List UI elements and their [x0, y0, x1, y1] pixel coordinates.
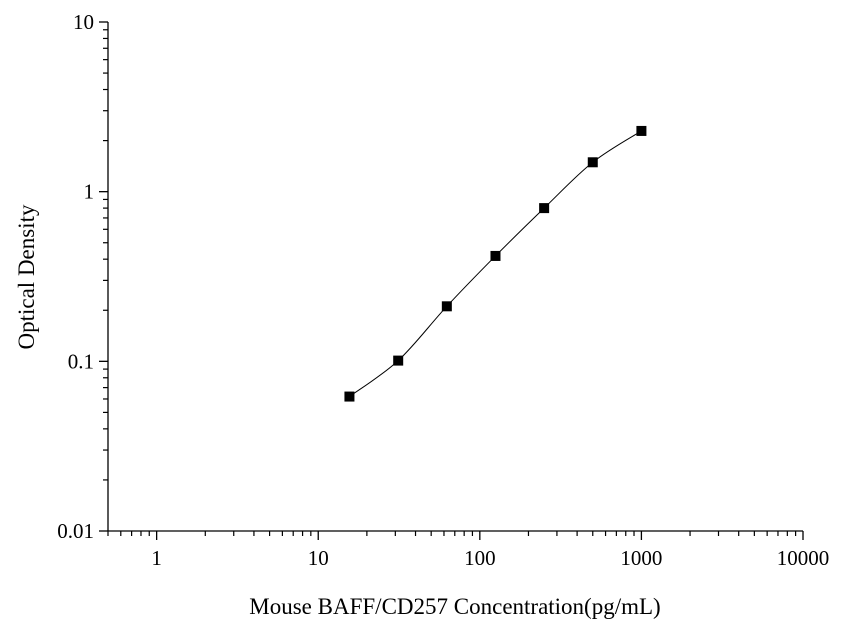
x-tick-label: 10000 [777, 546, 830, 570]
y-tick-label: 0.01 [57, 519, 94, 543]
tick-labels: 1 10 100 1000 10000 0.01 0.1 1 10 [57, 10, 829, 570]
data-point [490, 250, 501, 261]
x-tick-label: 1 [151, 546, 162, 570]
x-tick-label: 100 [464, 546, 496, 570]
x-tick-label: 10 [308, 546, 329, 570]
y-tick-label: 0.1 [68, 349, 94, 373]
data-point [344, 391, 355, 402]
data-point [587, 157, 598, 168]
ticks [99, 21, 804, 540]
axes [107, 22, 803, 532]
data-point [636, 125, 647, 136]
y-tick-label: 10 [73, 10, 94, 34]
data-point [393, 355, 404, 366]
y-axis-title: Optical Density [14, 204, 39, 349]
series-layer [344, 125, 647, 402]
data-point [441, 301, 452, 312]
x-axis-title: Mouse BAFF/CD257 Concentration(pg/mL) [249, 594, 660, 619]
y-tick-label: 1 [84, 180, 95, 204]
x-tick-label: 1000 [620, 546, 662, 570]
data-point [539, 203, 550, 214]
